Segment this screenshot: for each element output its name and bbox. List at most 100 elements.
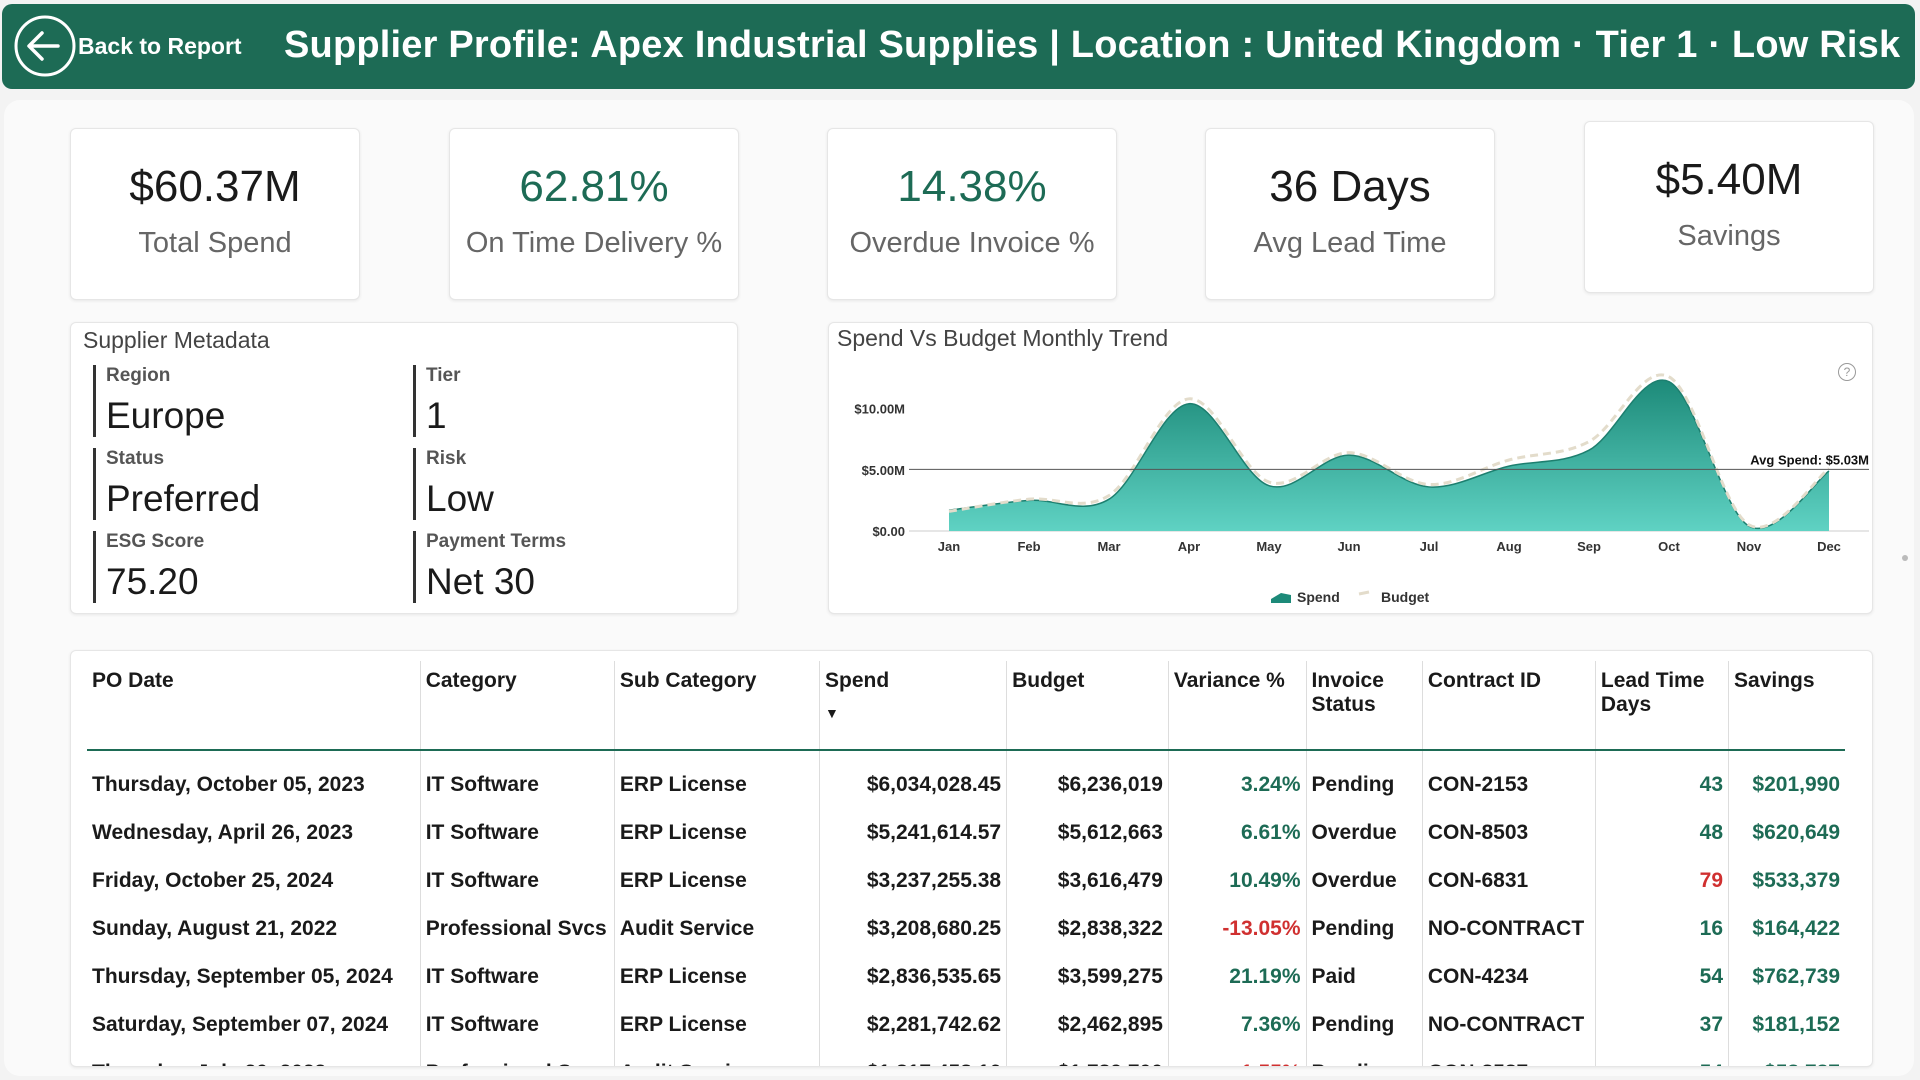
back-to-report-button[interactable]: Back to Report (12, 13, 242, 79)
table-row[interactable]: Wednesday, April 26, 2023 IT Software ERP … (87, 809, 1845, 857)
table-cell: $201,990 (1752, 773, 1840, 796)
table-cell: 6.61% (1168, 809, 1307, 857)
meta-risk: Risk Low (413, 448, 494, 520)
table-cell: 43 (1595, 750, 1730, 809)
kpi-total-spend: $60.37M Total Spend (70, 128, 360, 300)
table-cell: Pending (1306, 1001, 1423, 1049)
x-tick-label: Aug (1496, 539, 1521, 554)
x-tick-label: May (1256, 539, 1282, 554)
column-header-label: Variance % (1173, 669, 1285, 692)
table-cell: $533,379 (1752, 869, 1840, 892)
meta-terms-label: Payment Terms (426, 531, 567, 552)
table-cell: Overdue (1306, 809, 1423, 857)
table-cell: NO-CONTRACT (1422, 1001, 1596, 1049)
help-icon[interactable]: ? (1838, 363, 1856, 381)
kpi-label: Savings (1677, 220, 1781, 252)
column-header-savings[interactable]: Savings (1728, 661, 1845, 751)
table-cell: IT Software (420, 1001, 615, 1049)
meta-esg: ESG Score 75.20 (93, 531, 204, 603)
table-cell: $2,836,535.65 (819, 953, 1008, 1001)
meta-tier: Tier 1 (413, 365, 461, 437)
legend-budget-label: Budget (1381, 589, 1430, 605)
y-tick-label: $0.00 (872, 524, 905, 539)
table-row[interactable]: Sunday, August 21, 2022 Professional Svcs… (87, 905, 1845, 953)
table-cell: CON-2153 (1422, 750, 1596, 809)
column-header-label: Contract ID (1427, 669, 1542, 692)
table-cell: IT Software (420, 750, 615, 809)
table-cell: $2,462,895 (1006, 1001, 1169, 1049)
chart-title: Spend Vs Budget Monthly Trend (837, 325, 1169, 351)
table-cell: 10.49% (1168, 857, 1307, 905)
meta-tier-label: Tier (426, 365, 461, 386)
column-header-variance[interactable]: Variance % (1168, 661, 1307, 751)
table-cell: IT Software (420, 953, 615, 1001)
table-cell: $1,789,700 (1006, 1049, 1169, 1066)
table-row[interactable]: Thursday, July 20, 2023Professional Svcs… (87, 1049, 1845, 1066)
x-tick-label: Feb (1017, 539, 1040, 554)
back-label: Back to Report (78, 32, 242, 59)
kpi-label: Overdue Invoice % (849, 227, 1095, 259)
table-cell: $3,599,275 (1006, 953, 1169, 1001)
table-cell: Pending (1306, 750, 1423, 809)
column-header-category[interactable]: Category (420, 661, 615, 751)
table-cell: $6,236,019 (1006, 750, 1169, 809)
table-cell: Friday, October 25, 2024 (87, 857, 421, 905)
kpi-value: 62.81% (519, 162, 669, 211)
meta-region-label: Region (106, 365, 171, 386)
meta-esg-label: ESG Score (106, 531, 205, 552)
table-row[interactable]: Thursday, October 05, 2023 IT Software ERP… (87, 750, 1845, 809)
x-tick-label: Dec (1817, 539, 1841, 554)
column-header-contract-id[interactable]: Contract ID (1422, 661, 1596, 751)
header-bar: Back to Report Supplier Profile: Apex In… (2, 4, 1915, 89)
kpi-label: On Time Delivery % (465, 227, 723, 259)
table-cell: 54 (1595, 953, 1730, 1001)
meta-region-value: Europe (106, 395, 226, 436)
table-row[interactable]: Saturday, September 07, 2024 IT Software E… (87, 1001, 1845, 1049)
column-header-label: Lead Time Days (1600, 669, 1705, 716)
scrollbar-handle[interactable] (1902, 555, 1908, 561)
table-cell: 54 (1595, 1049, 1730, 1066)
table-cell: -1.55% (1168, 1049, 1307, 1066)
kpi-label: Avg Lead Time (1253, 227, 1447, 259)
table-cell: Pending (1306, 905, 1423, 953)
meta-region: Region Europe (93, 365, 225, 437)
table-row[interactable]: Thursday, September 05, 2024 IT Software E… (87, 953, 1845, 1001)
table-cell: 37 (1595, 1001, 1730, 1049)
meta-status-value: Preferred (106, 478, 261, 519)
table-cell: ERP License (614, 1001, 821, 1049)
kpi-avg-lead-time: 36 Days Avg Lead Time (1205, 128, 1495, 300)
x-tick-label: Oct (1658, 539, 1680, 554)
table-cell: $6,034,028.45 (819, 750, 1008, 809)
spend-budget-chart: $0.00 $5.00M $10.00M Avg Spend: $5.03M Jan Fe… (854, 373, 1869, 605)
sort-descending-icon[interactable]: ▼ (825, 705, 839, 721)
kpi-value: 14.38% (897, 162, 1047, 211)
avg-spend-label: Avg Spend: $5.03M (1750, 452, 1869, 467)
column-header-label: Savings (1734, 669, 1815, 692)
meta-status: Status Preferred (93, 448, 260, 520)
column-header-label: Sub Category (619, 669, 757, 692)
table-row[interactable]: Friday, October 25, 2024 IT Software ERP L… (87, 857, 1845, 905)
kpi-on-time-delivery: 62.81% On Time Delivery % (449, 128, 739, 300)
column-header-label: Category (425, 669, 517, 692)
table-cell: 3.24% (1168, 750, 1307, 809)
meta-tier-value: 1 (426, 395, 447, 436)
table-cell: ERP License (614, 953, 821, 1001)
column-header-po-date[interactable]: PO Date (87, 661, 421, 751)
column-header-invoice-status[interactable]: Invoice Status (1306, 661, 1423, 751)
x-tick-label: Apr (1178, 539, 1200, 554)
table-cell: CON-8503 (1422, 809, 1596, 857)
table-cell: 79 (1595, 857, 1730, 905)
table-cell: $3,237,255.38 (819, 857, 1008, 905)
page-title: Supplier Profile: Apex Industrial Suppli… (284, 24, 1901, 66)
column-header-label: Invoice Status (1311, 669, 1384, 716)
table-body: Thursday, October 05, 2023 IT Software ERP… (87, 750, 1845, 1066)
back-arrow-icon (14, 15, 76, 77)
column-header-sub-category[interactable]: Sub Category (614, 661, 821, 751)
meta-esg-value: 75.20 (106, 561, 199, 602)
table-cell: -13.05% (1168, 905, 1307, 953)
column-header-spend[interactable]: Spend ▼ (819, 661, 1008, 751)
column-header-budget[interactable]: Budget (1006, 661, 1169, 751)
legend-spend-label: Spend (1297, 589, 1340, 605)
column-header-lead-time-days[interactable]: Lead Time Days (1595, 661, 1730, 751)
y-tick-label: $5.00M (862, 463, 905, 478)
